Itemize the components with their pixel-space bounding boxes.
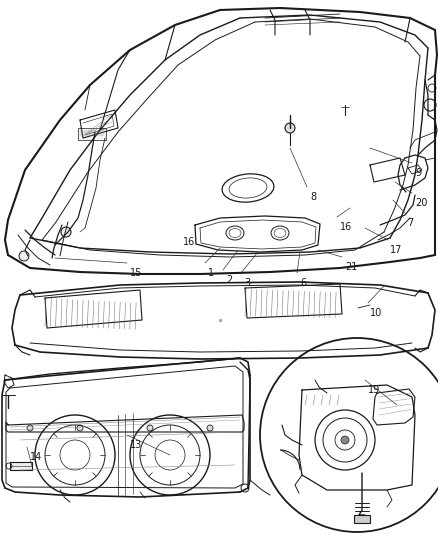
Text: 1: 1 [208, 268, 214, 278]
Circle shape [147, 425, 153, 431]
Text: 13: 13 [130, 440, 142, 450]
Text: 16: 16 [340, 222, 352, 232]
Circle shape [19, 251, 29, 261]
Circle shape [285, 123, 295, 133]
Text: 15: 15 [130, 268, 142, 278]
Circle shape [207, 425, 213, 431]
Circle shape [77, 425, 83, 431]
Circle shape [61, 227, 71, 237]
Text: 14: 14 [30, 452, 42, 462]
Text: 6: 6 [300, 278, 306, 288]
Text: 8: 8 [310, 192, 316, 202]
Text: 7: 7 [407, 218, 413, 228]
Text: 21: 21 [345, 262, 357, 272]
Bar [10, 462, 32, 470]
Bar [354, 515, 370, 523]
Text: 2: 2 [226, 275, 232, 285]
Text: 19: 19 [368, 385, 380, 395]
Text: 17: 17 [390, 245, 403, 255]
Text: 16: 16 [183, 237, 195, 247]
Text: 9: 9 [415, 168, 421, 178]
Text: 20: 20 [415, 198, 427, 208]
Text: 3: 3 [244, 278, 250, 288]
Bar [78, 128, 106, 140]
Circle shape [27, 425, 33, 431]
Circle shape [341, 436, 349, 444]
Text: 10: 10 [370, 308, 382, 318]
